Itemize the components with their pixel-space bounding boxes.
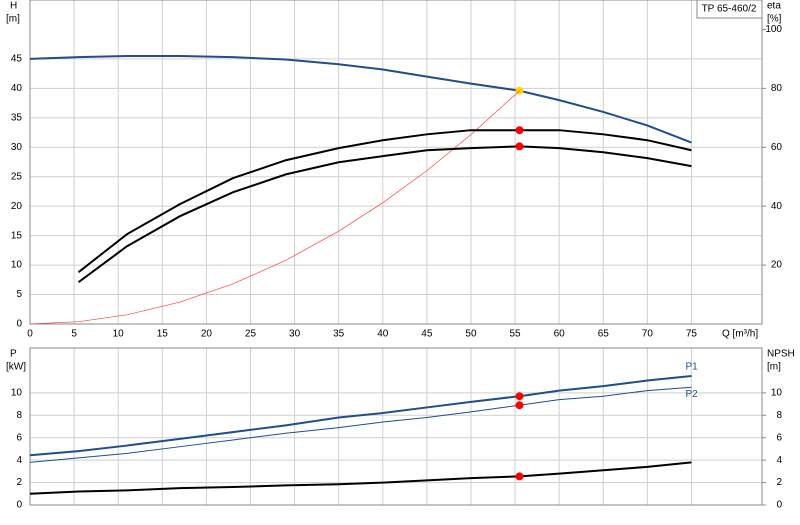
curve: [29, 54, 692, 144]
y2-tick-label: 10: [771, 387, 783, 398]
chart-title: TP 65-460/2: [702, 4, 757, 15]
y2-axis-unit: [%]: [767, 14, 782, 25]
y2-axis-label: eta: [767, 1, 781, 12]
y-axis-unit: [kW]: [6, 362, 26, 373]
plot-frame: [29, 347, 763, 506]
y-tick-label: 0: [16, 319, 22, 330]
x-axis-label: Q [m³/h]: [722, 329, 758, 340]
x-tick-label: 60: [554, 329, 566, 340]
y2-tick-label: 2: [776, 477, 782, 488]
curve: [29, 90, 520, 325]
y-tick-label: 8: [16, 410, 22, 421]
curve: [77, 129, 692, 273]
x-tick-label: 65: [598, 329, 610, 340]
operating-point: [515, 126, 524, 135]
x-tick-label: 35: [333, 329, 345, 340]
operating-point: [515, 142, 524, 151]
y2-tick-label: 4: [776, 455, 782, 466]
operating-point: [515, 401, 524, 410]
y-tick-label: 10: [11, 387, 23, 398]
x-tick-label: 50: [465, 329, 477, 340]
y-tick-label: 15: [11, 230, 23, 241]
y2-tick-label: 100: [765, 24, 782, 35]
y-tick-label: 6: [16, 432, 22, 443]
y2-tick-label: 0: [776, 500, 782, 511]
series-label: P2: [685, 389, 698, 400]
x-tick-label: 45: [421, 329, 433, 340]
y-tick-label: 2: [16, 477, 22, 488]
y-tick-label: 5: [16, 289, 22, 300]
x-tick-label: 70: [642, 329, 654, 340]
title-box: [696, 0, 763, 19]
x-tick-label: 5: [71, 329, 77, 340]
operating-point: [515, 472, 524, 481]
x-tick-label: 10: [113, 329, 125, 340]
x-tick-label: 0: [27, 329, 33, 340]
x-tick-label: 25: [245, 329, 257, 340]
curve: [29, 375, 692, 457]
y-tick-label: 25: [11, 171, 23, 182]
y-tick-label: 35: [11, 112, 23, 123]
y-axis-label: P: [10, 349, 17, 360]
curve: [29, 461, 692, 495]
y-tick-label: 40: [11, 83, 23, 94]
y-tick-label: 45: [11, 54, 23, 65]
x-tick-label: 40: [377, 329, 389, 340]
y-tick-label: 30: [11, 142, 23, 153]
x-tick-label: 15: [157, 329, 169, 340]
y2-tick-label: 6: [776, 432, 782, 443]
y2-tick-label: 20: [771, 260, 783, 271]
x-tick-label: 20: [201, 329, 213, 340]
y2-tick-label: 60: [771, 142, 783, 153]
operating-point: [515, 392, 524, 401]
y2-tick-label: 40: [771, 201, 783, 212]
curve: [77, 145, 692, 283]
y-tick-label: 20: [11, 201, 23, 212]
y-axis-label: H: [10, 1, 17, 12]
y-tick-label: 0: [16, 500, 22, 511]
y2-tick-label: 8: [776, 410, 782, 421]
y-tick-label: 10: [11, 260, 23, 271]
plot-frame: [29, 0, 763, 325]
x-tick-label: 75: [686, 329, 698, 340]
curve: [29, 386, 692, 463]
x-tick-label: 30: [289, 329, 301, 340]
series-label: P1: [685, 362, 698, 373]
y-tick-label: 4: [16, 455, 22, 466]
y-axis-unit: [m]: [6, 14, 20, 25]
y2-axis-unit: [m]: [767, 362, 781, 373]
y2-tick-label: 80: [771, 83, 783, 94]
x-tick-label: 55: [509, 329, 521, 340]
y2-axis-label: NPSH: [767, 349, 795, 360]
